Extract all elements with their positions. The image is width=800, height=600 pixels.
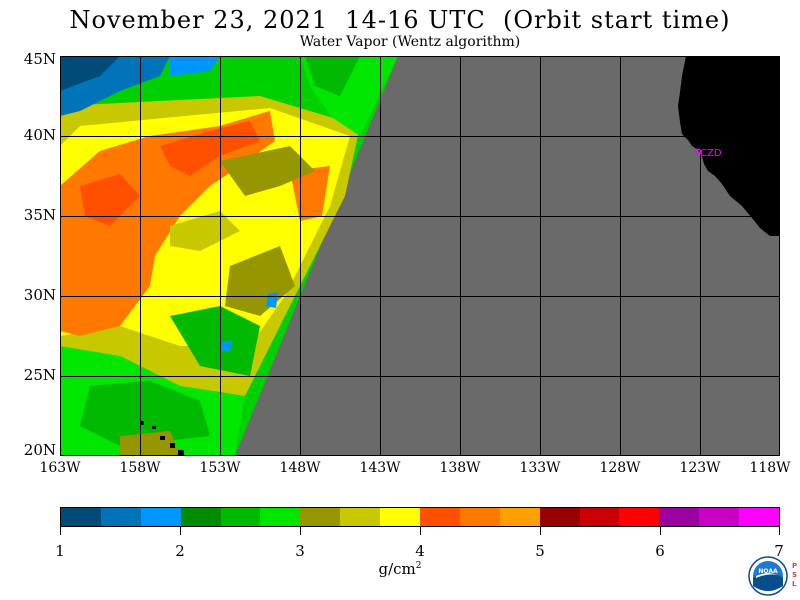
color-swatch-14 <box>579 508 620 526</box>
place-label: CZD <box>700 148 722 159</box>
color-swatch-16 <box>659 508 700 526</box>
data-swath <box>60 56 398 456</box>
color-swatch-11 <box>459 508 500 526</box>
scale-label-6: 6 <box>655 542 665 560</box>
color-swatch-8 <box>340 508 381 526</box>
lon-label-128w: 128W <box>599 460 641 476</box>
color-swatch-5 <box>220 508 261 526</box>
scale-label-7: 7 <box>774 542 784 560</box>
color-swatch-15 <box>619 508 660 526</box>
lat-label-25n: 25N <box>23 366 56 384</box>
color-swatch-10 <box>420 508 460 526</box>
lon-label-158w: 158W <box>119 460 161 476</box>
color-swatch-9 <box>380 508 421 526</box>
color-swatch-13 <box>539 508 580 526</box>
scale-label-5: 5 <box>535 542 545 560</box>
lon-label-148w: 148W <box>279 460 321 476</box>
scale-label-4: 4 <box>415 542 425 560</box>
color-swatch-12 <box>499 508 540 526</box>
water-vapor-map: CZD <box>60 56 780 456</box>
lat-label-40n: 40N <box>23 126 56 144</box>
psl-badge: P S L <box>792 562 798 588</box>
map-title: November 23, 2021 14-16 UTC (Orbit start… <box>69 6 731 34</box>
lon-label-123w: 123W <box>679 460 721 476</box>
color-scale-bar <box>60 507 780 527</box>
lon-label-118w: 118W <box>749 460 791 476</box>
scale-label-3: 3 <box>295 542 305 560</box>
lon-label-133w: 133W <box>519 460 561 476</box>
color-swatch-7 <box>300 508 341 526</box>
noaa-logo-icon: NOAA <box>748 556 788 596</box>
color-swatch-1 <box>61 508 101 526</box>
color-swatch-17 <box>699 508 740 526</box>
color-swatch-4 <box>180 508 221 526</box>
map-grid <box>60 56 780 456</box>
scale-label-1: 1 <box>55 542 65 560</box>
lon-label-153w: 153W <box>199 460 241 476</box>
lat-label-20n: 20N <box>23 441 56 459</box>
lon-label-163w: 163W <box>39 460 81 476</box>
place-marker-icon <box>693 148 702 157</box>
color-swatch-2 <box>100 508 141 526</box>
color-swatch-18 <box>739 508 780 526</box>
color-swatch-6 <box>260 508 301 526</box>
north-america-land <box>678 56 780 236</box>
noaa-logo-text: NOAA <box>758 568 778 575</box>
lat-label-45n: 45N <box>23 50 56 68</box>
lon-label-143w: 143W <box>359 460 401 476</box>
map-subtitle: Water Vapor (Wentz algorithm) <box>299 34 521 50</box>
lat-label-35n: 35N <box>23 206 56 224</box>
hawaii-islands <box>140 421 184 456</box>
unit-label: g/cm2 <box>378 560 422 578</box>
scale-label-2: 2 <box>175 542 185 560</box>
lat-label-30n: 30N <box>23 286 56 304</box>
lon-label-138w: 138W <box>439 460 481 476</box>
color-swatch-3 <box>140 508 181 526</box>
